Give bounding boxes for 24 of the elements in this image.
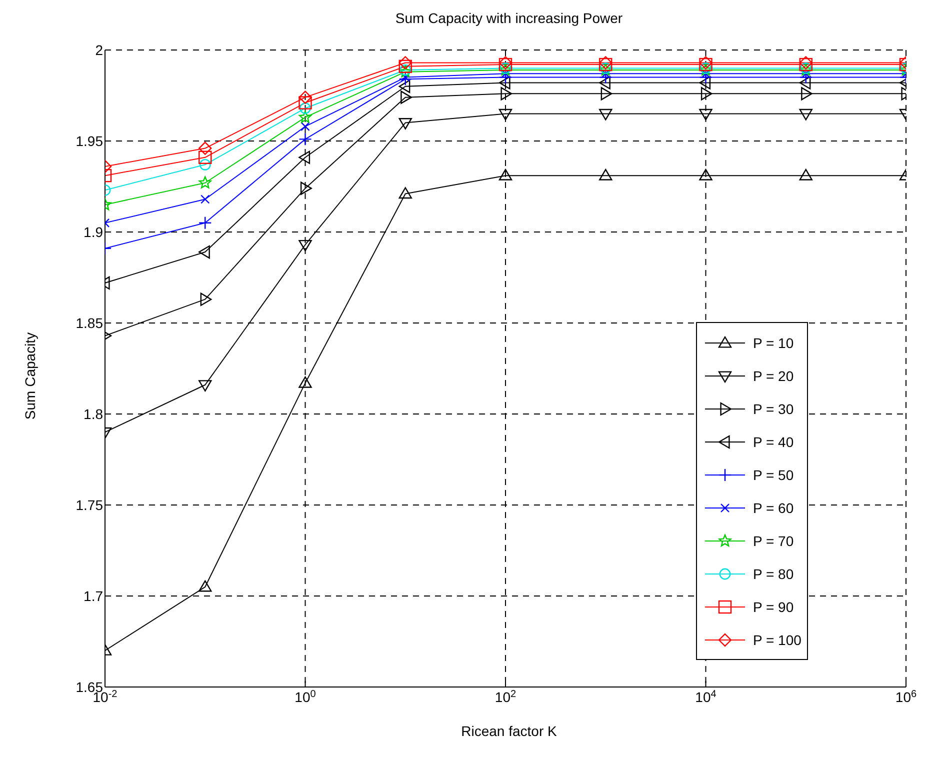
- x-axis-title: Ricean factor K: [460, 723, 558, 739]
- x-tick-label: 10$^{4}$: [695, 688, 717, 705]
- y-tick-label: 2: [95, 42, 104, 58]
- chart-title: Sum Capacity with increasing Power: [394, 10, 624, 26]
- y-axis-title: Sum Capacity: [22, 331, 38, 422]
- legend-label: P = 20: [753, 368, 794, 384]
- legend-label: P = 60: [753, 500, 794, 516]
- x-tick-label: 10$^{0}$: [294, 688, 316, 705]
- y-tick-label: 1.7: [84, 588, 104, 604]
- legend-label: P = 100: [753, 632, 802, 648]
- legend-label: P = 90: [753, 598, 794, 614]
- legend-label: P = 70: [753, 532, 794, 548]
- y-tick-label: 1.85: [76, 315, 104, 331]
- legend-label: P = 10: [753, 334, 794, 350]
- legend-label: P = 50: [753, 466, 794, 482]
- y-tick-label: 1.9: [84, 224, 104, 240]
- y-tick-label: 1.95: [76, 133, 104, 149]
- x-tick-label: 10$^{2}$: [494, 688, 517, 705]
- legend-label: P = 30: [753, 400, 794, 416]
- x-tick-label: 10$^{6}$: [895, 688, 918, 705]
- legend-label: P = 40: [753, 434, 794, 450]
- y-tick-label: 1.8: [84, 406, 104, 422]
- y-tick-label: 1.75: [76, 497, 104, 513]
- legend-label: P = 80: [753, 566, 794, 582]
